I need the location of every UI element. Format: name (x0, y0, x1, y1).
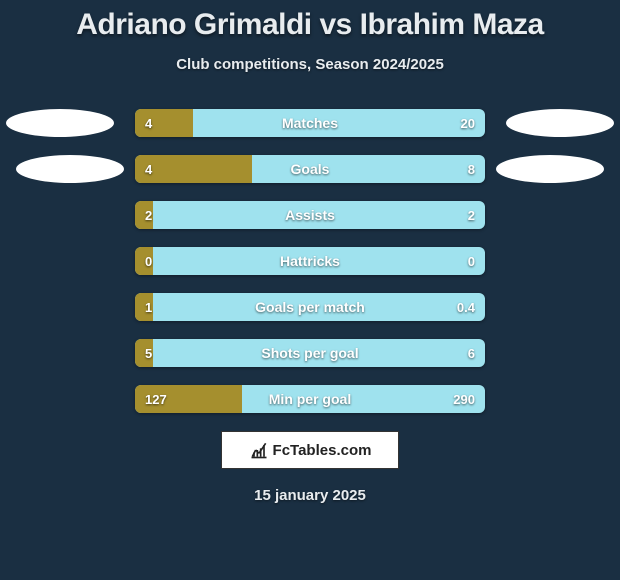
chart-icon (249, 440, 269, 460)
logo-box: FcTables.com (221, 431, 399, 469)
stat-label: Goals per match (135, 293, 485, 321)
stat-label: Hattricks (135, 247, 485, 275)
page-subtitle: Club competitions, Season 2024/2025 (0, 56, 620, 73)
player-right-ellipse-top (506, 109, 614, 137)
stat-label: Assists (135, 201, 485, 229)
stat-row: 4Matches20 (135, 109, 485, 137)
stat-label: Matches (135, 109, 485, 137)
player-left-ellipse-top (6, 109, 114, 137)
footer-date: 15 january 2025 (0, 487, 620, 504)
stat-label: Shots per goal (135, 339, 485, 367)
stat-row: 5Shots per goal6 (135, 339, 485, 367)
bars-container: 4Matches204Goals82Assists20Hattricks01Go… (135, 109, 485, 413)
stat-value-right: 290 (453, 385, 475, 413)
stat-value-right: 2 (468, 201, 475, 229)
stat-value-right: 20 (461, 109, 475, 137)
stat-value-right: 0 (468, 247, 475, 275)
stat-row: 1Goals per match0.4 (135, 293, 485, 321)
player-right-ellipse-bottom (496, 155, 604, 183)
stat-row: 0Hattricks0 (135, 247, 485, 275)
player-left-ellipse-bottom (16, 155, 124, 183)
stat-value-right: 0.4 (457, 293, 475, 321)
stat-row: 2Assists2 (135, 201, 485, 229)
stat-label: Goals (135, 155, 485, 183)
logo-text: FcTables.com (273, 442, 372, 459)
stat-value-right: 6 (468, 339, 475, 367)
page-title: Adriano Grimaldi vs Ibrahim Maza (0, 0, 620, 42)
stat-value-right: 8 (468, 155, 475, 183)
stat-label: Min per goal (135, 385, 485, 413)
stat-row: 4Goals8 (135, 155, 485, 183)
stats-area: 4Matches204Goals82Assists20Hattricks01Go… (0, 109, 620, 413)
stat-row: 127Min per goal290 (135, 385, 485, 413)
